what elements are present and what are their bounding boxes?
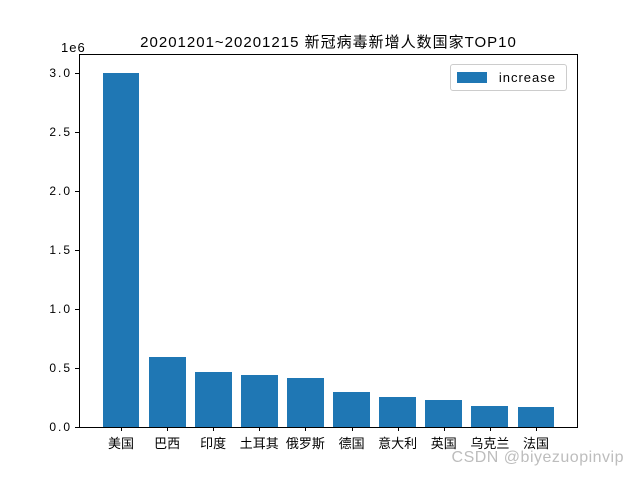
y-tick-label: 1.5 xyxy=(49,242,72,257)
y-tick-label: 3.0 xyxy=(49,65,72,80)
x-tick-mark xyxy=(536,427,537,431)
x-tick-label: 英国 xyxy=(430,436,457,451)
plot-area: increase xyxy=(79,54,578,428)
bar xyxy=(194,371,232,427)
x-tick-label: 土耳其 xyxy=(239,436,279,451)
x-tick-mark xyxy=(351,427,353,431)
bar xyxy=(333,391,370,427)
x-tick-mark xyxy=(305,427,307,431)
bar xyxy=(240,375,278,427)
x-tick-mark xyxy=(397,427,399,431)
bars-container xyxy=(80,55,577,427)
y-tick-label: 0.0 xyxy=(49,420,72,434)
x-tick-mark xyxy=(121,427,122,431)
bar xyxy=(287,378,324,427)
y-tick-label: 2.5 xyxy=(49,124,72,139)
legend-label: increase xyxy=(498,70,556,85)
x-tick-label: 巴西 xyxy=(154,436,181,451)
x-tick-mark xyxy=(167,427,169,431)
x-tick-label: 意大利 xyxy=(378,436,418,451)
chart-title: 20201201~20201215 新冠病毒新增人数国家TOP10 xyxy=(140,34,517,51)
bar xyxy=(517,406,555,427)
y-tick-label: 1.0 xyxy=(49,301,72,316)
bar xyxy=(102,72,140,427)
y-tick-mark xyxy=(75,427,79,428)
y-tick-mark xyxy=(75,368,79,369)
x-tick-mark xyxy=(213,427,215,431)
y-axis-offset-label: 1e6 xyxy=(61,40,86,55)
y-tick-mark xyxy=(75,190,79,192)
x-tick-mark xyxy=(259,427,261,431)
y-tick-label: 0.5 xyxy=(49,361,72,375)
x-tick-mark xyxy=(489,427,491,431)
x-tick-label: 德国 xyxy=(338,436,365,451)
bar xyxy=(148,356,186,427)
legend-color-swatch xyxy=(456,72,487,83)
x-tick-label: 俄罗斯 xyxy=(285,436,325,451)
x-tick-mark xyxy=(443,427,445,431)
x-tick-label: 美国 xyxy=(107,436,134,451)
y-tick-mark xyxy=(75,249,79,251)
x-tick-label: 乌克兰 xyxy=(470,436,510,451)
y-tick-label: 2.0 xyxy=(49,183,72,198)
bar xyxy=(471,405,509,427)
y-tick-mark xyxy=(75,131,79,133)
bar xyxy=(425,399,463,427)
bar xyxy=(379,396,417,427)
watermark: CSDN @biyezuopinvip xyxy=(451,449,624,466)
legend: increase xyxy=(449,64,567,91)
x-tick-label: 法国 xyxy=(522,436,549,451)
y-tick-mark xyxy=(75,308,79,310)
y-tick-mark xyxy=(75,72,79,74)
x-tick-label: 印度 xyxy=(200,436,227,451)
